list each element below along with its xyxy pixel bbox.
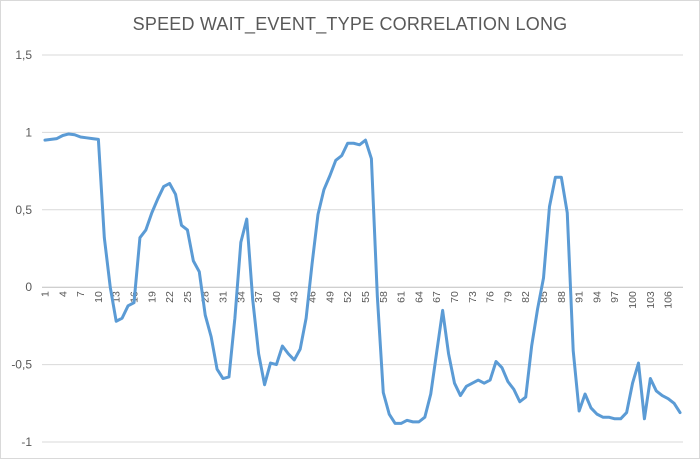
y-tick-label: -1 (21, 435, 32, 449)
x-tick-label: 94 (591, 291, 603, 303)
y-tick-label: 0,5 (15, 203, 32, 217)
x-tick-label: 64 (413, 291, 425, 303)
x-tick-label: 52 (342, 291, 354, 303)
y-tick-label: 0 (25, 280, 32, 294)
x-tick-label: 103 (645, 291, 657, 309)
x-tick-label: 25 (182, 291, 194, 303)
chart-title: SPEED WAIT_EVENT_TYPE CORRELATION LONG (132, 14, 568, 34)
x-tick-label: 1 (39, 291, 51, 297)
y-tick-label: 1 (25, 125, 32, 139)
x-tick-label: 43 (289, 291, 301, 303)
x-tick-label: 34 (235, 291, 247, 303)
x-tick-label: 76 (485, 291, 497, 303)
x-tick-label: 7 (75, 291, 87, 297)
x-tick-label: 70 (449, 291, 461, 303)
y-tick-label: 1,5 (15, 48, 32, 62)
x-tick-label: 106 (663, 291, 675, 309)
x-tick-label: 85 (538, 291, 550, 303)
x-tick-label: 19 (146, 291, 158, 303)
x-tick-label: 88 (556, 291, 568, 303)
x-tick-label: 40 (271, 291, 283, 303)
x-tick-label: 91 (574, 291, 586, 303)
y-tick-label: -0,5 (11, 358, 32, 372)
x-tick-label: 79 (502, 291, 514, 303)
x-tick-label: 100 (627, 291, 639, 309)
x-tick-label: 67 (431, 291, 443, 303)
x-tick-label: 10 (93, 291, 105, 303)
x-tick-label: 55 (360, 291, 372, 303)
x-tick-label: 82 (520, 291, 532, 303)
x-tick-label: 61 (396, 291, 408, 303)
x-tick-label: 46 (307, 291, 319, 303)
x-tick-label: 73 (467, 291, 479, 303)
x-tick-label: 97 (609, 291, 621, 303)
x-tick-label: 4 (57, 291, 69, 297)
x-tick-label: 49 (324, 291, 336, 303)
x-tick-label: 37 (253, 291, 265, 303)
x-tick-label: 58 (378, 291, 390, 303)
x-tick-label: 13 (111, 291, 123, 303)
series-line (43, 132, 682, 425)
x-tick-label: 31 (218, 291, 230, 303)
x-tick-label: 22 (164, 291, 176, 303)
x-tick-label: 28 (200, 291, 212, 303)
